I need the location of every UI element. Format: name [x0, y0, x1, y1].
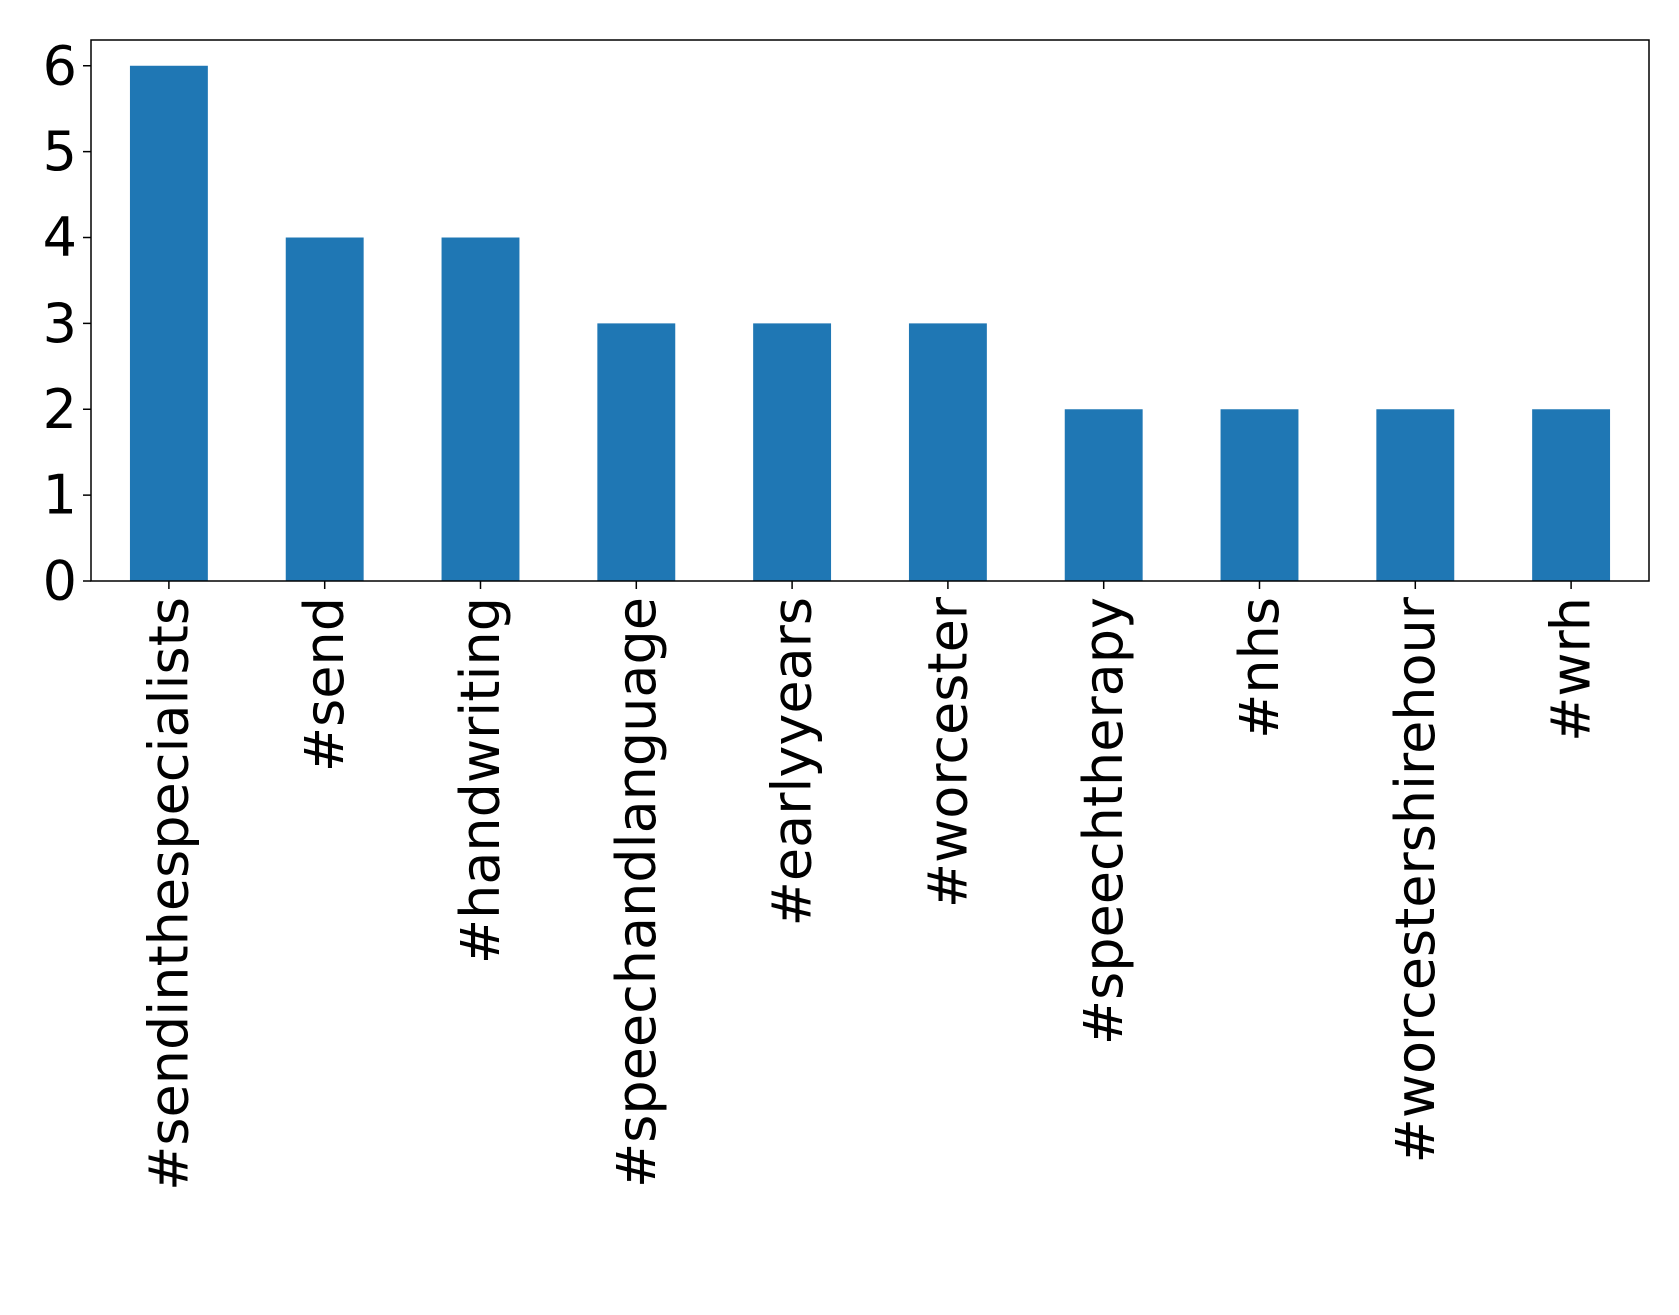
- y-tick-label: 1: [43, 464, 77, 527]
- x-tick-label: #sendinthespecialists: [137, 597, 200, 1191]
- y-tick-label: 4: [43, 206, 77, 269]
- x-tick-label: #earlyyears: [761, 597, 824, 926]
- plot-frame: [90, 39, 1650, 582]
- bar: [908, 323, 987, 581]
- x-tick-label: #nhs: [1228, 597, 1291, 739]
- y-tick-label: 3: [43, 292, 77, 355]
- bar: [285, 237, 364, 581]
- bar: [129, 65, 208, 581]
- bar: [1220, 409, 1299, 581]
- x-tick-label: #send: [293, 597, 356, 772]
- x-tick-label: #wrh: [1540, 597, 1603, 742]
- y-tick-label: 2: [43, 378, 77, 441]
- x-tick-label: #speechandlanguage: [605, 597, 668, 1188]
- y-tick-label: 5: [43, 120, 77, 183]
- bar: [1064, 409, 1143, 581]
- bar: [1376, 409, 1455, 581]
- bar: [441, 237, 520, 581]
- bar: [1532, 409, 1611, 581]
- y-tick-label: 6: [43, 34, 77, 97]
- x-tick-label: #worcester: [916, 596, 979, 908]
- x-tick-label: #worcestershirehour: [1384, 596, 1447, 1163]
- x-tick-label: #handwriting: [449, 597, 512, 964]
- bar: [753, 323, 832, 581]
- x-tick-label: #speechtherapy: [1072, 597, 1135, 1045]
- y-tick-label: 0: [43, 550, 77, 613]
- bar: [597, 323, 676, 581]
